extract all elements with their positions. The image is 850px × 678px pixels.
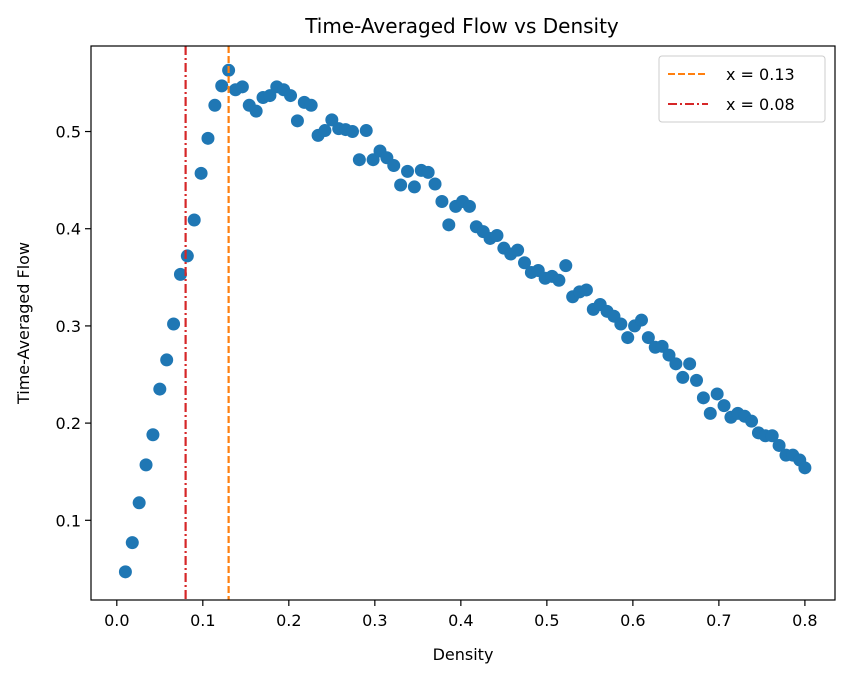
- data-point: [690, 373, 704, 387]
- data-point: [187, 213, 201, 227]
- data-point: [201, 131, 215, 145]
- data-point: [696, 391, 710, 405]
- data-point: [765, 429, 779, 443]
- x-axis: 0.0 0.1 0.2 0.3 0.4 0.5 0.6 0.7 0.8: [104, 600, 818, 630]
- data-point: [394, 178, 408, 192]
- data-point: [325, 113, 339, 127]
- data-point: [146, 428, 160, 442]
- data-point: [208, 98, 222, 112]
- x-tick-label: 0.7: [706, 611, 731, 630]
- data-point: [798, 461, 812, 475]
- data-point: [359, 124, 373, 138]
- data-point: [634, 313, 648, 327]
- data-point: [153, 382, 167, 396]
- data-point: [139, 458, 153, 472]
- legend: x = 0.13 x = 0.08: [658, 55, 826, 123]
- data-point: [284, 89, 298, 103]
- data-point: [263, 89, 277, 103]
- x-tick-label: 0.1: [190, 611, 215, 630]
- data-point: [662, 348, 676, 362]
- x-tick-label: 0.5: [534, 611, 559, 630]
- plot-frame: [90, 45, 836, 601]
- x-tick-label: 0.0: [104, 611, 129, 630]
- data-point: [167, 317, 181, 331]
- data-point: [173, 267, 187, 281]
- data-point: [387, 159, 401, 173]
- data-point: [641, 331, 655, 345]
- data-point: [125, 536, 139, 550]
- data-point: [421, 165, 435, 179]
- data-point: [442, 218, 456, 232]
- data-point: [318, 124, 332, 138]
- data-point: [180, 249, 194, 263]
- data-point: [669, 357, 683, 371]
- data-point: [249, 104, 263, 118]
- data-point: [352, 153, 366, 167]
- legend-frame: [658, 55, 826, 123]
- data-point: [235, 80, 249, 94]
- data-point: [194, 166, 208, 180]
- data-point: [435, 195, 449, 209]
- data-point: [428, 177, 442, 191]
- y-tick-label: 0.3: [56, 317, 81, 336]
- data-point: [655, 339, 669, 353]
- data-point: [717, 399, 731, 413]
- data-point: [160, 353, 174, 367]
- data-point: [462, 199, 476, 213]
- x-axis-label: Density: [433, 645, 494, 664]
- x-tick-label: 0.2: [276, 611, 301, 630]
- data-point: [559, 259, 573, 273]
- data-point: [621, 331, 635, 345]
- data-point: [517, 256, 531, 270]
- data-point: [345, 125, 359, 139]
- x-tick-label: 0.8: [792, 611, 817, 630]
- x-tick-label: 0.4: [448, 611, 473, 630]
- y-tick-label: 0.4: [56, 220, 81, 239]
- data-point: [118, 565, 132, 579]
- y-tick-label: 0.1: [56, 511, 81, 530]
- data-point: [304, 98, 318, 112]
- legend-label-0: x = 0.13: [726, 65, 795, 84]
- data-point: [290, 114, 304, 128]
- data-point: [745, 414, 759, 428]
- y-axis: 0.1 0.2 0.3 0.4 0.5: [56, 123, 91, 530]
- data-point: [710, 387, 724, 401]
- data-point: [703, 406, 717, 420]
- chart-title: Time-Averaged Flow vs Density: [304, 14, 619, 38]
- data-point: [511, 243, 525, 257]
- data-point: [215, 79, 229, 93]
- x-tick-label: 0.6: [620, 611, 645, 630]
- plot-area: [118, 46, 812, 600]
- y-axis-label: Time-Averaged Flow: [14, 242, 33, 405]
- y-tick-label: 0.5: [56, 123, 81, 142]
- legend-label-1: x = 0.08: [726, 95, 795, 114]
- x-tick-label: 0.3: [362, 611, 387, 630]
- data-point: [401, 164, 415, 178]
- data-point: [579, 283, 593, 297]
- data-point: [683, 357, 697, 371]
- data-point: [132, 496, 146, 510]
- data-point: [676, 370, 690, 384]
- data-point: [407, 180, 421, 194]
- data-point: [490, 229, 504, 243]
- data-point: [772, 438, 786, 452]
- y-tick-label: 0.2: [56, 414, 81, 433]
- data-point: [366, 153, 380, 167]
- data-point: [614, 317, 628, 331]
- data-point: [552, 273, 566, 287]
